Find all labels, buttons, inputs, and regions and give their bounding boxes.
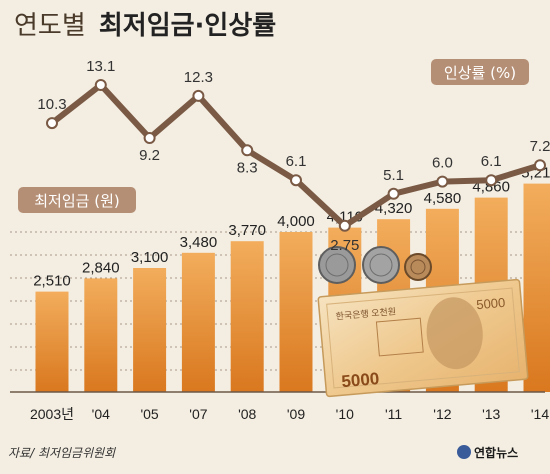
wage-bar-label: 2,840 — [82, 259, 120, 276]
rate-point — [485, 174, 498, 187]
rate-legend-pill — [431, 59, 529, 85]
banknote-value: 5000 — [341, 369, 380, 391]
wage-bar-label: 4,320 — [375, 200, 413, 217]
banknote-pattern — [375, 317, 424, 357]
coin-100b — [362, 246, 400, 284]
wage-legend-label: 최저임금 (원) — [34, 192, 119, 210]
wage-bar — [230, 241, 264, 392]
wage-bar-label: 3,770 — [228, 222, 266, 239]
wage-bar-label: 4,000 — [277, 213, 315, 230]
rate-label: 13.1 — [86, 58, 115, 75]
wage-bar — [35, 291, 69, 392]
rate-label: 6.1 — [481, 153, 502, 170]
rate-point — [338, 219, 351, 232]
coin-100-inner — [325, 253, 349, 277]
rate-point — [94, 79, 107, 91]
rate-label: 10.3 — [37, 96, 66, 113]
rate-point — [290, 174, 302, 187]
x-tick-label: 2003년 — [30, 406, 74, 422]
x-tick-label: '11 — [385, 406, 402, 422]
wage-bar — [84, 278, 118, 392]
x-tick-label: '07 — [189, 406, 207, 422]
rate-point — [192, 89, 205, 102]
x-tick-label: '14 — [531, 406, 549, 422]
coins-illustration — [318, 246, 432, 284]
rate-point — [143, 132, 156, 144]
portrait-icon — [426, 297, 483, 370]
rate-label: 2.75 — [330, 237, 359, 254]
wage-bar — [523, 183, 550, 392]
wage-bar-label: 4,580 — [424, 190, 462, 207]
rate-legend-label: 인상률 (%) — [444, 64, 516, 82]
wage-bar-label: 3,100 — [131, 249, 169, 266]
banknote-border — [326, 287, 520, 389]
banknote-illustration: 한국은행 오천원 5000 5000 — [317, 278, 529, 398]
wage-legend-pill — [18, 187, 136, 213]
x-tick-label: '10 — [336, 406, 354, 422]
rate-label: 6.1 — [286, 153, 307, 170]
rate-label: 9.2 — [139, 147, 160, 164]
chart-title: 연도별 최저임금·인상률 — [14, 11, 276, 41]
x-tick-label: '04 — [92, 406, 110, 422]
x-tick-label: '12 — [433, 406, 451, 422]
rate-label: 8.3 — [237, 159, 258, 176]
chart-title-prefix: 연도별 — [14, 11, 86, 41]
rate-label: 6.0 — [432, 155, 453, 172]
coin-100b-inner — [369, 253, 393, 277]
wage-bar — [279, 232, 313, 392]
banknote-caption: 한국은행 오천원 — [335, 305, 396, 321]
x-tick-label: '05 — [140, 406, 158, 422]
credit-label: 연합뉴스 — [474, 445, 518, 460]
source-note: 자료/ 최저임금위원회 — [8, 446, 116, 460]
banknote-body — [317, 278, 529, 398]
wage-bar-label: 3,480 — [180, 234, 218, 251]
rate-data-labels: 10.3 13.1 9.2 12.3 8.3 6.1 2.75 5.1 6.0 6.1 7.2 — [37, 58, 550, 254]
x-tick-label: '09 — [287, 406, 305, 422]
x-axis-ticks: 2003년 '04 '05 '07 '08 '09 '10 '11 '12 '13 '14 — [30, 406, 549, 422]
banknote-value-corner: 5000 — [476, 295, 506, 312]
rate-label: 12.3 — [184, 69, 213, 86]
rate-point — [387, 187, 400, 200]
x-tick-label: '13 — [482, 406, 500, 422]
x-tick-label: '08 — [238, 406, 256, 422]
coin-100 — [318, 246, 356, 284]
coin-10 — [404, 253, 432, 281]
rate-label: 7.2 — [530, 138, 550, 155]
chart-title-main: 최저임금·인상률 — [99, 11, 276, 41]
rate-point — [534, 159, 546, 172]
rate-line-series — [46, 79, 546, 232]
coin-10-inner — [410, 259, 426, 275]
wage-bar — [181, 252, 215, 392]
credit-logo-icon — [457, 445, 471, 459]
rate-label: 5.1 — [383, 167, 404, 184]
rate-point — [46, 117, 58, 130]
rate-point — [436, 175, 449, 188]
rate-point — [241, 144, 254, 157]
wage-bar-label: 2,510 — [33, 273, 71, 290]
wage-bar — [133, 268, 167, 392]
